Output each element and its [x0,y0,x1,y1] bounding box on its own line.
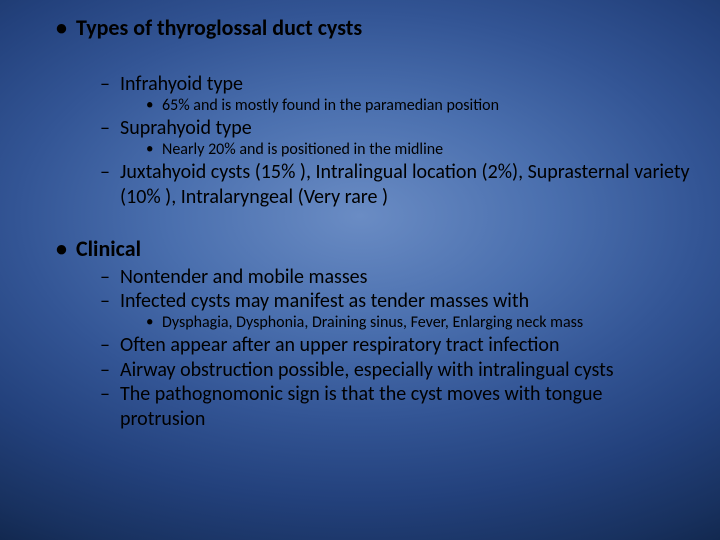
list-item: Suprahyoid type [100,116,692,140]
list-item: Juxtahyoid cysts (15% ), Intralingual lo… [100,160,692,209]
list-item: Often appear after an upper respiratory … [100,333,692,357]
list-subitem: 65% and is mostly found in the paramedia… [146,96,692,116]
list-subitem: Dysphagia, Dysphonia, Draining sinus, Fe… [146,313,692,333]
list-item: Airway obstruction possible, especially … [100,358,692,382]
list-item: Nontender and mobile masses [100,265,692,289]
list-item: The pathognomonic sign is that the cyst … [100,382,692,431]
spacer [28,42,692,72]
section-heading-types: Types of thyroglossal duct cysts [56,14,692,42]
list-item: Infrahyoid type [100,72,692,96]
spacer [28,209,692,235]
slide: Types of thyroglossal duct cysts Infrahy… [0,0,720,540]
list-subitem: Nearly 20% and is positioned in the midl… [146,140,692,160]
section-heading-clinical: Clinical [56,235,692,263]
list-item: Infected cysts may manifest as tender ma… [100,289,692,313]
